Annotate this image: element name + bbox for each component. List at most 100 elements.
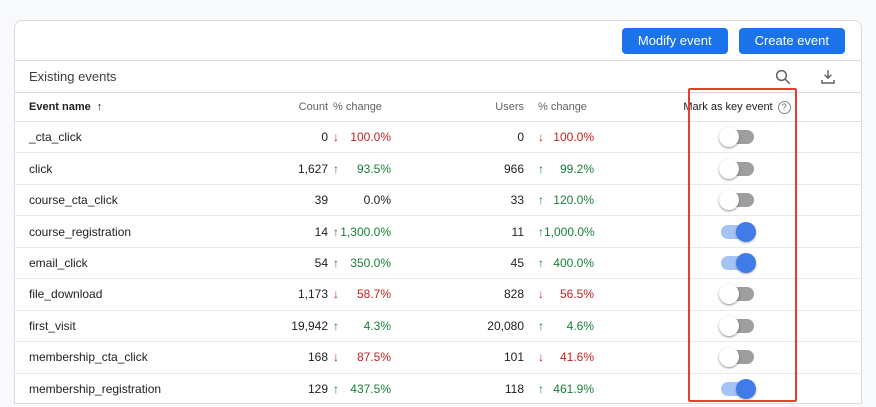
users-change-cell: ↑ 1,000.0% — [538, 224, 595, 239]
users-cell: 118 — [504, 382, 524, 397]
key-event-toggle[interactable] — [719, 379, 756, 400]
users-cell: 33 — [510, 193, 524, 208]
create-event-button[interactable]: Create event — [738, 27, 845, 54]
trend-arrow-icon: ↓ — [333, 130, 339, 145]
users-cell: 0 — [517, 130, 524, 145]
users-change-cell: ↓ 41.6% — [538, 350, 594, 365]
users-change-cell: ↑ 400.0% — [538, 255, 594, 270]
key-event-toggle[interactable] — [718, 284, 756, 305]
event-name-cell: course_registration — [29, 224, 132, 239]
count-cell: 54 — [314, 255, 328, 270]
users-change-cell: ↑ 461.9% — [538, 382, 594, 397]
trend-arrow-icon: ↑ — [538, 161, 544, 176]
count-change-cell: ↑ 93.5% — [333, 161, 391, 176]
event-name-cell: first_visit — [29, 318, 76, 333]
key-event-toggle[interactable] — [718, 315, 756, 336]
table-header-row: Event name ↑ Count % change Users % chang… — [15, 93, 861, 122]
users-cell: 828 — [503, 287, 524, 302]
users-change-cell: ↑ 4.6% — [538, 318, 594, 333]
event-name-cell: membership_cta_click — [29, 350, 148, 365]
key-event-cell — [613, 284, 861, 305]
existing-events-panel: Modify event Create event Existing event… — [14, 20, 862, 404]
trend-arrow-icon: ↑ — [333, 318, 339, 333]
table-row: first_visit 19,942 ↑ 4.3% 20,080 ↑ 4.6% — [15, 311, 861, 343]
toggle-knob — [718, 284, 739, 305]
key-event-toggle[interactable] — [719, 252, 756, 273]
column-header-count-pct-change[interactable]: % change — [333, 101, 382, 113]
trend-arrow-icon: ↑ — [538, 255, 544, 270]
help-icon[interactable]: ? — [777, 100, 791, 114]
trend-arrow-icon: ↑ — [538, 193, 544, 208]
count-cell: 168 — [307, 350, 328, 365]
count-cell: 39 — [314, 193, 328, 208]
toggle-knob — [718, 315, 739, 336]
column-header-count[interactable]: Count — [298, 101, 328, 113]
trend-arrow-icon: ↓ — [333, 350, 339, 365]
toggle-knob — [735, 379, 756, 400]
event-name-cell: email_click — [29, 255, 88, 270]
users-cell: 20,080 — [487, 318, 524, 333]
count-change-cell: ↑ 350.0% — [333, 255, 391, 270]
search-icon[interactable] — [774, 68, 792, 86]
key-event-cell — [613, 190, 861, 211]
table-row: _cta_click 0 ↓ 100.0% 0 ↓ 100.0% — [15, 122, 861, 154]
event-name-cell: file_download — [29, 287, 103, 302]
trend-arrow-icon: ↑ — [333, 161, 339, 176]
key-event-cell — [613, 158, 861, 179]
table-row: click 1,627 ↑ 93.5% 966 ↑ 99.2% — [15, 153, 861, 185]
key-event-cell — [613, 347, 861, 368]
key-event-toggle[interactable] — [718, 347, 756, 368]
users-cell: 966 — [503, 161, 524, 176]
event-name-cell: course_cta_click — [29, 193, 118, 208]
count-cell: 1,627 — [297, 161, 328, 176]
toggle-knob — [735, 221, 756, 242]
trend-arrow-icon: ↑ — [333, 382, 339, 397]
key-event-toggle[interactable] — [718, 190, 756, 211]
key-event-cell — [613, 221, 861, 242]
count-cell: 129 — [307, 382, 328, 397]
count-change-cell: ↓ 58.7% — [333, 287, 391, 302]
event-name-cell: _cta_click — [29, 130, 82, 145]
users-cell: 101 — [503, 350, 524, 365]
count-change-cell: ↑ 4.3% — [333, 318, 391, 333]
sort-ascending-icon: ↑ — [96, 101, 103, 113]
count-change-cell: ↓ 100.0% — [333, 130, 391, 145]
table-row: email_click 54 ↑ 350.0% 45 ↑ 400.0% — [15, 248, 861, 280]
toggle-knob — [718, 158, 739, 179]
table-body: _cta_click 0 ↓ 100.0% 0 ↓ 100.0% click 1,6… — [15, 122, 861, 404]
trend-arrow-icon: ↑ — [538, 382, 544, 397]
count-change-cell: ↑ 1,300.0% — [333, 224, 391, 239]
column-header-mark-as-key-event: Mark as key event ? — [613, 100, 861, 114]
table-row: course_cta_click 39 ↑0.0% 33 ↑120.0% — [15, 185, 861, 217]
event-name-cell: click — [29, 161, 53, 176]
table-row: file_download 1,173 ↓ 58.7% 828 ↓ 56.5% — [15, 279, 861, 311]
key-event-toggle[interactable] — [718, 158, 756, 179]
column-header-users-pct-change[interactable]: % change — [538, 101, 587, 113]
modify-event-button[interactable]: Modify event — [621, 27, 728, 54]
column-header-event-name[interactable]: Event name ↑ — [29, 101, 103, 113]
panel-actions — [774, 68, 837, 86]
download-icon[interactable] — [819, 68, 837, 86]
trend-arrow-icon: ↑ — [538, 224, 544, 239]
key-event-toggle[interactable] — [718, 127, 756, 148]
column-header-users[interactable]: Users — [495, 101, 524, 113]
table-row: membership_registration 129 ↑ 437.5% 118 … — [15, 374, 861, 404]
trend-arrow-icon: ↑ — [538, 318, 544, 333]
table-row: course_registration 14 ↑ 1,300.0% 11 ↑ 1,0… — [15, 216, 861, 248]
toggle-knob — [718, 127, 739, 148]
key-event-toggle[interactable] — [719, 221, 756, 242]
toggle-knob — [718, 190, 739, 211]
users-change-cell: ↑ 120.0% — [538, 193, 594, 208]
event-name-cell: membership_registration — [29, 382, 162, 397]
toggle-knob — [718, 347, 739, 368]
count-cell: 19,942 — [291, 318, 328, 333]
users-change-cell: ↓ 56.5% — [538, 287, 594, 302]
count-cell: 1,173 — [297, 287, 328, 302]
key-event-cell — [613, 315, 861, 336]
toolbar: Modify event Create event — [15, 21, 861, 61]
table-row: membership_cta_click 168 ↓ 87.5% 101 ↓ 41.… — [15, 342, 861, 374]
count-change-cell: ↑ 437.5% — [333, 382, 391, 397]
trend-arrow-icon: ↓ — [538, 287, 544, 302]
key-event-cell — [613, 379, 861, 400]
